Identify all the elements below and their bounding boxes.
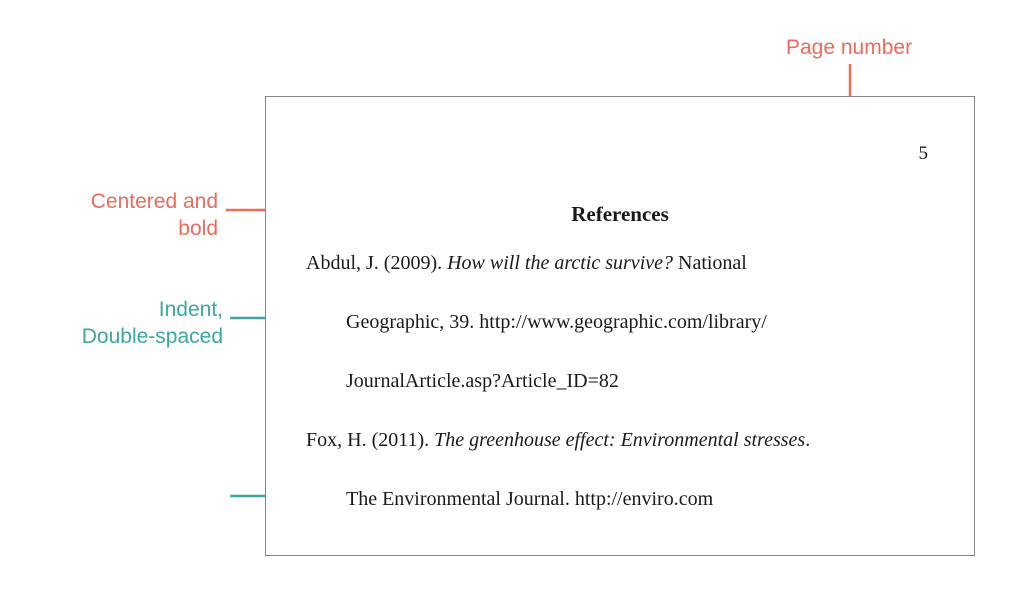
reference-entry-1-line3: JournalArticle.asp?Article_ID=82 (346, 370, 619, 393)
entry2-pre: Fox, H. (2011). (306, 429, 434, 451)
document-page: 5 References Abdul, J. (2009). How will … (265, 96, 975, 556)
entry1-italic: How will the arctic survive? (447, 252, 673, 274)
references-heading: References (266, 202, 974, 227)
entry2-post: . (805, 429, 810, 451)
entry1-pre: Abdul, J. (2009). (306, 252, 447, 274)
reference-entry-1-line1: Abdul, J. (2009). How will the arctic su… (306, 252, 747, 275)
reference-entry-2-line2: The Environmental Journal. http://enviro… (346, 488, 713, 511)
reference-entry-1-line2: Geographic, 39. http://www.geographic.co… (346, 311, 767, 334)
entry1-post: National (673, 252, 747, 274)
entry2-italic: The greenhouse effect: Environmental str… (434, 429, 805, 451)
page-number: 5 (919, 143, 929, 165)
reference-entry-2-line1: Fox, H. (2011). The greenhouse effect: E… (306, 429, 810, 452)
